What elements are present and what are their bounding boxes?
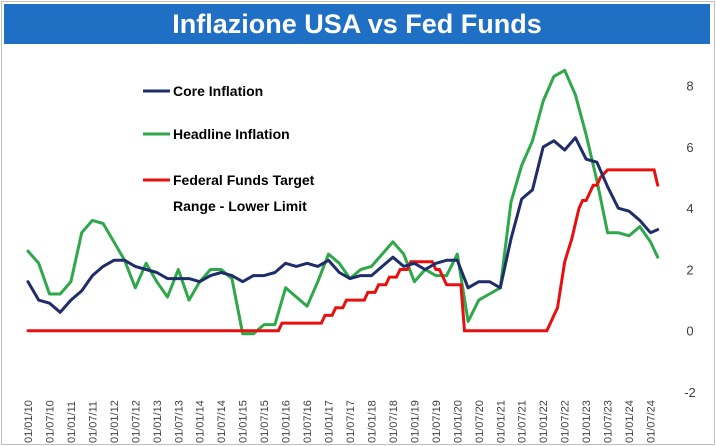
x-tick-label: 01/01/19 [409, 400, 421, 443]
x-tick-label: 01/01/10 [23, 400, 35, 443]
x-tick-label: 01/07/12 [130, 400, 142, 443]
y-tick-label: 8 [686, 79, 693, 94]
y-tick-label: 6 [686, 140, 693, 155]
x-tick-label: 01/07/14 [216, 400, 228, 443]
legend: Core Inflation Headline Inflation Federal … [143, 83, 315, 214]
x-tick-label: 01/07/13 [173, 400, 185, 443]
x-tick-label: 01/07/10 [44, 400, 56, 443]
x-tick-label: 01/07/21 [517, 400, 529, 443]
x-tick-label: 01/01/24 [624, 400, 636, 443]
y-tick-label: 0 [686, 324, 693, 339]
chart-title: Inflazione USA vs Fed Funds [4, 4, 710, 44]
legend-label: Headline Inflation [173, 126, 290, 142]
x-tick-label: 01/01/16 [281, 400, 293, 443]
x-tick-label: 01/01/18 [366, 400, 378, 443]
series-layer [26, 68, 660, 336]
x-tick-label: 01/07/19 [431, 400, 443, 443]
x-tick-label: 01/07/18 [388, 400, 400, 443]
x-tick-label: 01/01/15 [238, 400, 250, 443]
x-tick-label: 01/01/23 [581, 400, 593, 443]
series-line-core-inflation [26, 136, 660, 314]
y-tick-label: 2 [686, 262, 693, 277]
x-tick-label: 01/01/21 [495, 400, 507, 443]
series-line-headline-inflation [26, 68, 660, 336]
series-line-federal-funds [26, 168, 660, 333]
x-tick-label: 01/01/22 [538, 400, 550, 443]
x-tick-label: 01/07/24 [646, 400, 658, 443]
x-tick-label: 01/07/16 [302, 400, 314, 443]
x-tick-label: 01/01/13 [152, 400, 164, 443]
y-tick-label: 4 [686, 201, 693, 216]
legend-label: Range - Lower Limit [173, 198, 307, 214]
x-tick-label: 01/01/12 [109, 400, 121, 443]
x-tick-label: 01/07/22 [560, 400, 572, 443]
x-tick-label: 01/01/14 [195, 400, 207, 443]
x-tick-label: 01/07/15 [259, 400, 271, 443]
x-tick-label: 01/07/20 [474, 400, 486, 443]
x-tick-label: 01/07/11 [87, 401, 99, 443]
legend-label: Core Inflation [173, 83, 263, 99]
x-tick-label: 01/01/20 [452, 400, 464, 443]
x-tick-label: 01/01/17 [324, 400, 336, 443]
x-tick-label: 01/07/17 [345, 400, 357, 443]
y-tick-label: -2 [684, 385, 696, 400]
axis-layer: -2 0 2 4 6 8 01/01/10 01/07/10 01/01/11 01/07/11 0… [23, 79, 696, 443]
x-tick-label: 01/07/23 [603, 400, 615, 443]
x-tick-label: 01/01/11 [66, 401, 78, 443]
legend-label: Federal Funds Target [173, 172, 315, 188]
